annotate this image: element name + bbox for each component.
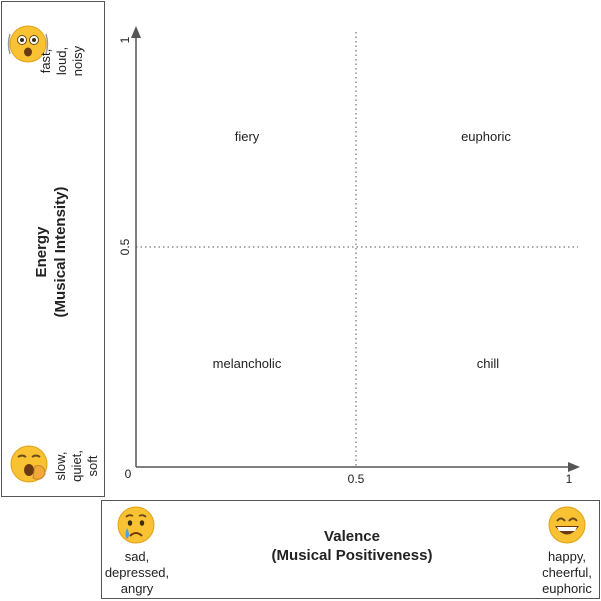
y-tick-0: 0 <box>125 467 132 481</box>
x-left-descriptor: sad, depressed, angry <box>102 549 172 597</box>
shaking-face-emoji-icon <box>7 25 49 63</box>
descriptor-line: sad, <box>124 549 150 564</box>
descriptor-line: cheerful, <box>542 565 592 580</box>
quadrant-label-chill: chill <box>477 356 500 371</box>
x-axis-legend-box: Valence (Musical Positiveness) sad, depr… <box>101 500 600 599</box>
y-tick-0.5: 0.5 <box>118 238 132 255</box>
y-axis-legend-box: fast, loud, noisy Energy (Musical Intens… <box>1 1 105 497</box>
descriptor-line: angry <box>120 581 154 596</box>
descriptor-line: euphoric <box>542 581 592 596</box>
descriptor-line: depressed, <box>104 565 170 580</box>
quadrant-label-euphoric: euphoric <box>461 129 511 144</box>
x-axis-arrow <box>568 462 580 472</box>
x-tick-1: 1 <box>566 472 573 486</box>
grinning-face-emoji-icon <box>548 506 586 544</box>
x-right-descriptor: happy, cheerful, euphoric <box>534 549 600 597</box>
quadrant-label-melancholic: melancholic <box>213 356 282 371</box>
crying-face-emoji-icon <box>117 506 155 544</box>
y-axis-arrow <box>131 26 141 38</box>
x-tick-0.5: 0.5 <box>348 472 365 486</box>
x-axis-title-line2: (Musical Positiveness) <box>271 547 433 564</box>
descriptor-line: happy, <box>547 549 587 564</box>
yawning-face-emoji-icon <box>10 445 48 483</box>
x-axis-title: Valence (Musical Positiveness) <box>242 527 462 565</box>
x-axis-title-line1: Valence <box>324 528 380 545</box>
y-tick-1: 1 <box>118 36 132 43</box>
quadrant-label-fiery: fiery <box>235 129 260 144</box>
